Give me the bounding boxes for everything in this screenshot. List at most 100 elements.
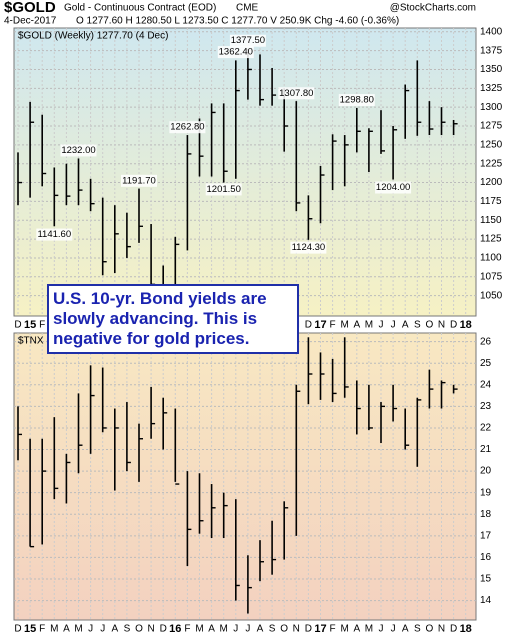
- y-tick-label: 22: [480, 423, 492, 434]
- y-tick-label: 1100: [480, 253, 502, 264]
- annotation: 1262.80: [170, 122, 204, 133]
- y-tick-label: 23: [480, 401, 492, 412]
- x-tick-label: F: [39, 320, 45, 331]
- x-tick-label: F: [39, 624, 45, 635]
- y-tick-label: 1275: [480, 121, 503, 132]
- y-tick-label: 1150: [480, 215, 502, 226]
- x-tick-label: J: [391, 624, 396, 635]
- y-tick-label: 21: [480, 444, 492, 455]
- x-tick-label: 18: [460, 623, 472, 635]
- x-tick-label: J: [88, 624, 93, 635]
- x-tick-label: J: [100, 624, 105, 635]
- annotation-bg: [205, 183, 242, 196]
- x-tick-label: M: [365, 624, 373, 635]
- annotation: 1377.50: [231, 35, 265, 46]
- x-tick-label: A: [111, 624, 118, 635]
- y-tick-label: 1325: [480, 83, 503, 94]
- note-line: U.S. 10-yr. Bond yields are: [53, 289, 267, 308]
- quote: O 1277.60 H 1280.50 L 1273.50 C 1277.70 …: [76, 16, 399, 27]
- annotation-bg: [169, 121, 206, 134]
- x-tick-label: F: [330, 320, 336, 331]
- x-tick-label: J: [245, 624, 250, 635]
- annotation-bg: [375, 181, 412, 194]
- annotation: 1298.80: [340, 95, 374, 106]
- name: Gold - Continuous Contract (EOD): [64, 3, 216, 14]
- x-tick-label: F: [184, 624, 190, 635]
- x-tick-label: N: [293, 624, 300, 635]
- symbol: $GOLD: [4, 0, 56, 16]
- x-tick-label: D: [450, 320, 457, 331]
- x-tick-label: N: [438, 320, 445, 331]
- y-tick-label: 1125: [480, 234, 502, 245]
- x-tick-label: A: [208, 624, 215, 635]
- annotation-bg: [36, 228, 73, 241]
- y-tick-label: 18: [480, 509, 492, 520]
- y-tick-label: 1300: [480, 102, 503, 113]
- x-tick-label: O: [280, 624, 288, 635]
- annotation: 1141.60: [37, 229, 71, 240]
- panel-1: [13, 27, 477, 317]
- date: 4-Dec-2017: [4, 16, 57, 27]
- x-tick-label: J: [379, 624, 384, 635]
- x-tick-label: J: [233, 624, 238, 635]
- y-tick-label: 16: [480, 552, 492, 563]
- x-tick-label: M: [365, 320, 373, 331]
- y-tick-label: 20: [480, 466, 492, 477]
- x-tick-label: M: [220, 624, 228, 635]
- credit: @StockCharts.com: [390, 3, 476, 14]
- x-tick-label: 18: [460, 319, 472, 331]
- x-tick-label: A: [257, 624, 264, 635]
- y-tick-label: 14: [480, 595, 492, 606]
- x-tick-label: A: [353, 624, 360, 635]
- annotation: 1191.70: [122, 175, 156, 186]
- annotation-bg: [290, 241, 327, 254]
- y-tick-label: 1350: [480, 64, 503, 75]
- x-tick-label: A: [63, 624, 70, 635]
- x-tick-label: 17: [314, 623, 326, 635]
- y-tick-label: 1175: [480, 196, 502, 207]
- annotation: 1124.30: [292, 242, 326, 253]
- y-tick-label: 24: [480, 379, 492, 390]
- annotation-bg: [121, 174, 157, 187]
- x-tick-label: J: [379, 320, 384, 331]
- x-tick-label: F: [330, 624, 336, 635]
- x-tick-label: O: [135, 624, 143, 635]
- y-tick-label: 19: [480, 487, 492, 498]
- x-tick-label: N: [147, 624, 154, 635]
- annotation-bg: [338, 94, 375, 107]
- y-tick-label: 17: [480, 530, 492, 541]
- x-tick-label: O: [426, 624, 434, 635]
- x-tick-label: O: [426, 320, 434, 331]
- annotation: 1204.00: [376, 182, 410, 193]
- exchange: CME: [236, 3, 259, 14]
- y-tick-label: 1225: [480, 158, 503, 169]
- x-tick-label: D: [305, 320, 312, 331]
- annotation-bg: [217, 46, 254, 59]
- x-tick-label: 17: [314, 319, 326, 331]
- note-line: slowly advancing. This is: [53, 309, 258, 328]
- y-tick-label: 1200: [480, 177, 503, 188]
- x-tick-label: 15: [24, 623, 36, 635]
- x-tick-label: A: [402, 320, 409, 331]
- note-line: negative for gold prices.: [53, 329, 250, 348]
- x-tick-label: S: [124, 624, 131, 635]
- x-tick-label: J: [391, 320, 396, 331]
- x-tick-label: D: [160, 624, 167, 635]
- x-tick-label: M: [74, 624, 82, 635]
- x-tick-label: S: [414, 624, 421, 635]
- x-tick-label: D: [14, 624, 21, 635]
- x-tick-label: A: [353, 320, 360, 331]
- x-tick-label: M: [50, 624, 58, 635]
- annotation-bg: [278, 87, 315, 100]
- y-tick-label: 26: [480, 336, 492, 347]
- x-tick-label: M: [195, 624, 203, 635]
- annotation-box: U.S. 10-yr. Bond yields are slowly advan…: [47, 284, 299, 354]
- panel-label: $GOLD (Weekly) 1277.70 (4 Dec): [18, 31, 168, 42]
- x-tick-label: N: [438, 624, 445, 635]
- x-tick-label: D: [305, 624, 312, 635]
- x-tick-label: A: [402, 624, 409, 635]
- y-tick-label: 15: [480, 574, 492, 585]
- x-tick-label: 16: [169, 623, 181, 635]
